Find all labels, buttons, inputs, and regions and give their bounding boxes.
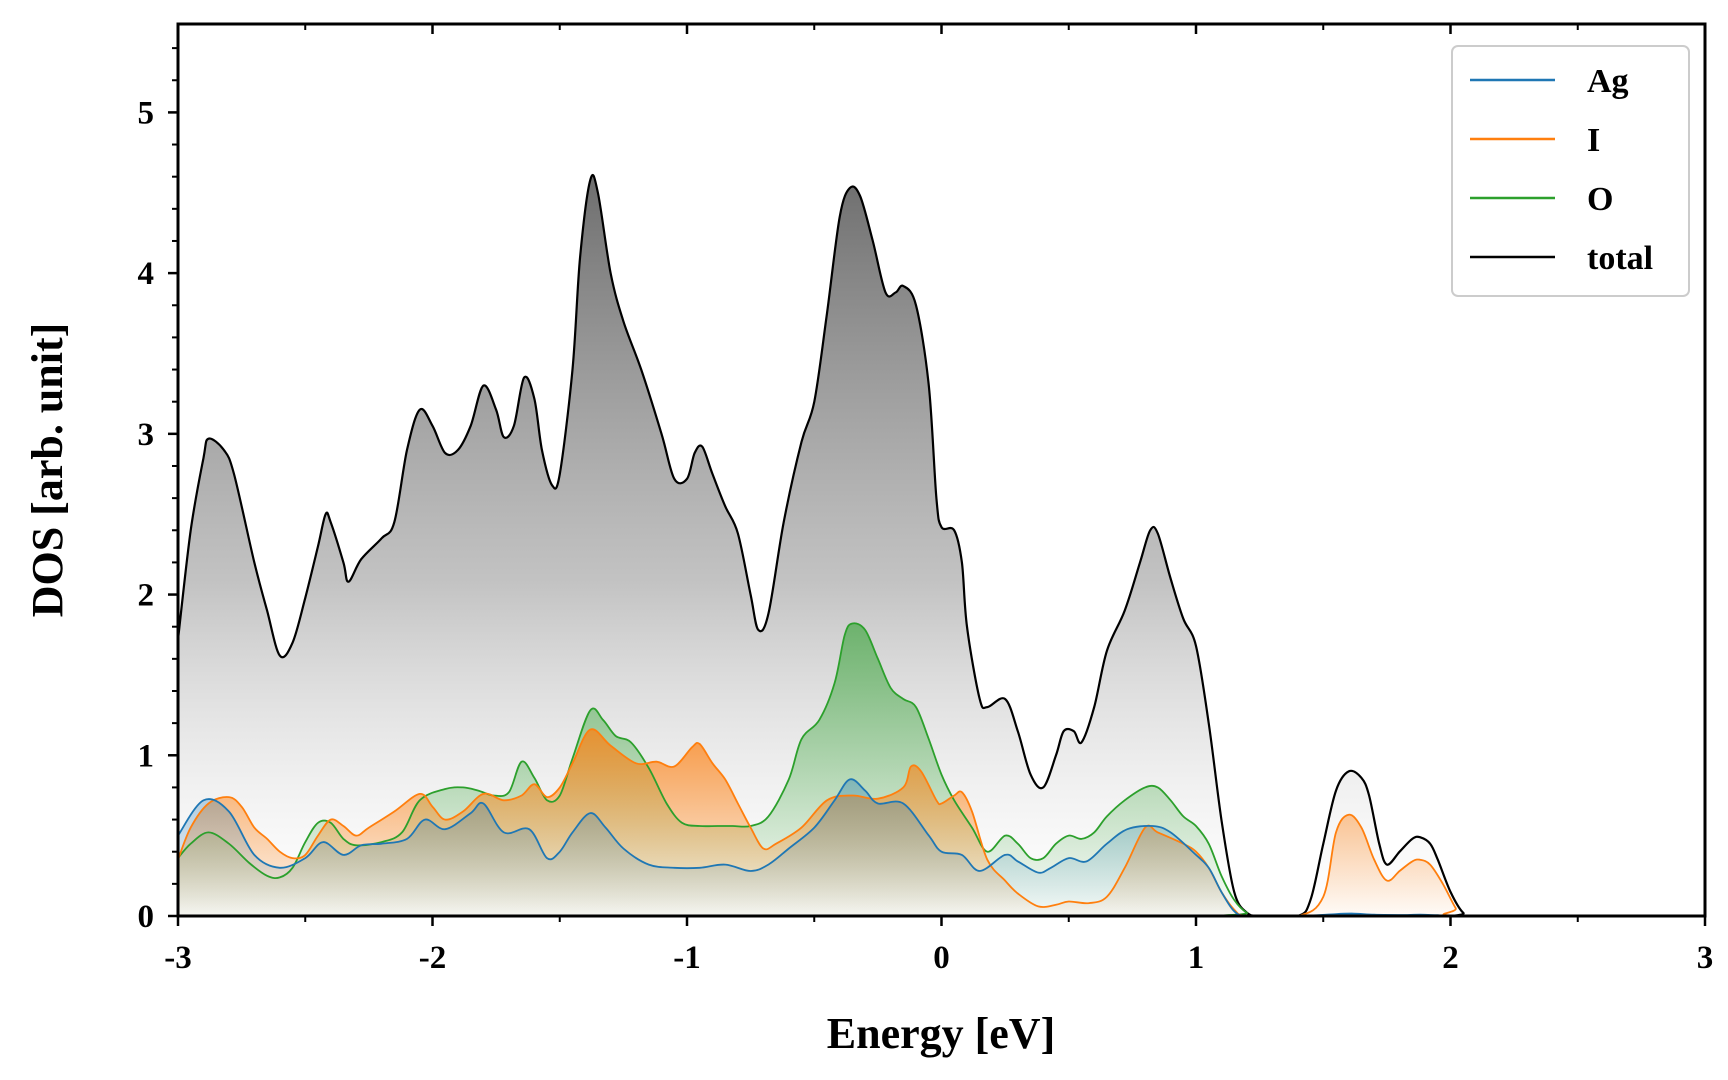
x-tick-label: 2 xyxy=(1442,940,1459,976)
y-tick-label: 0 xyxy=(138,899,155,935)
x-tick-label: 1 xyxy=(1188,940,1205,976)
y-tick-label: 3 xyxy=(138,417,155,453)
y-tick-label: 4 xyxy=(138,256,155,292)
x-tick-label: -1 xyxy=(673,940,701,976)
area-fill-total xyxy=(178,175,1705,916)
x-tick-label: 0 xyxy=(933,940,950,976)
y-tick-label: 1 xyxy=(138,738,155,774)
x-axis-label: Energy [eV] xyxy=(827,1009,1056,1058)
legend-label-o: O xyxy=(1587,181,1613,218)
x-tick-label: -3 xyxy=(164,940,192,976)
legend-box xyxy=(1451,45,1690,297)
y-tick-label: 2 xyxy=(138,578,155,614)
area-fill-ag xyxy=(178,779,1705,916)
x-tick-label: 3 xyxy=(1697,940,1714,976)
y-tick-label: 5 xyxy=(138,95,155,131)
x-tick-label: -2 xyxy=(419,940,447,976)
legend-label-ag: Ag xyxy=(1587,63,1629,100)
legend-label-i: I xyxy=(1587,122,1600,159)
y-axis-label: DOS [arb. unit] xyxy=(23,323,72,618)
legend-label-total: total xyxy=(1587,240,1653,277)
series-line-i xyxy=(178,728,1705,916)
